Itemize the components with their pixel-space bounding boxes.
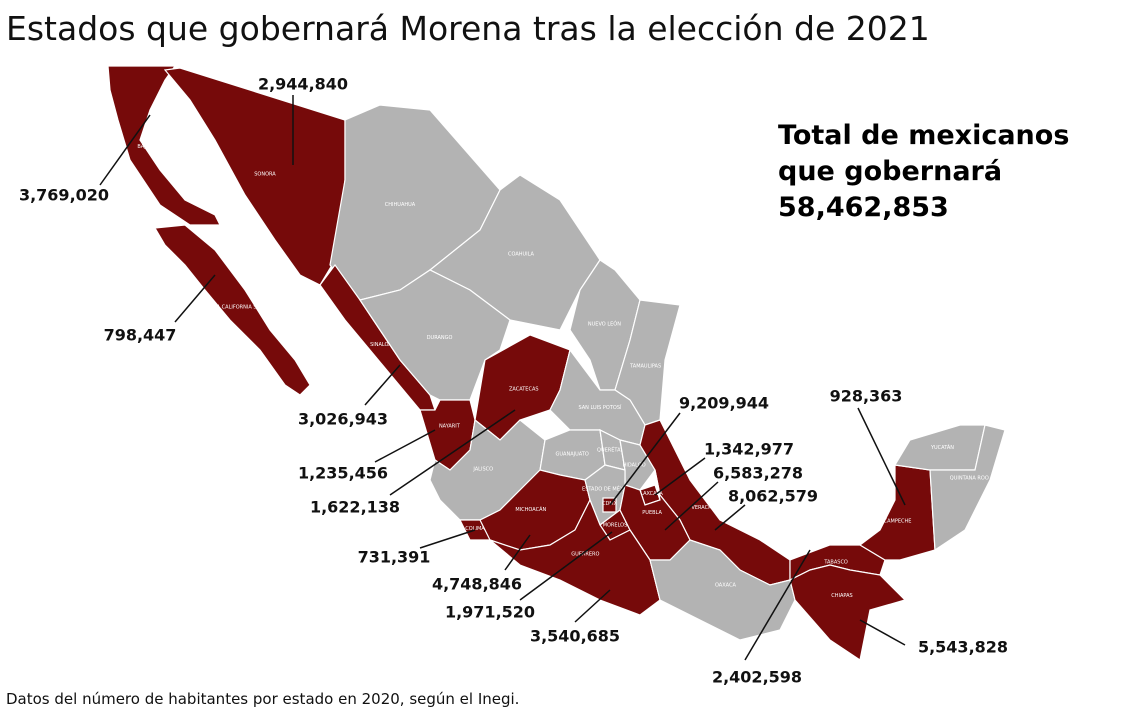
labels: 3,769,020 798,447 2,944,840 3,026,943 1,622,… [19, 75, 1008, 687]
state-name: SAN LUIS POTOSÍ [578, 404, 622, 411]
state-name: TAMAULIPAS [629, 364, 661, 370]
state [163, 67, 346, 286]
state-name: BAJA CALIFORNIA SUR [208, 304, 264, 310]
state-name: GUANAJUATO [556, 452, 589, 458]
leader-line [504, 534, 531, 571]
population-label: 1,342,977 [704, 440, 794, 459]
title: Estados que gobernará Morena tras la ele… [6, 9, 930, 48]
state-name: CHIHUAHUA [385, 202, 416, 208]
state-name: COLIMA [465, 526, 485, 532]
state-name: OAXACA [715, 582, 737, 588]
state-name: NAYARIT [439, 424, 461, 430]
leader-line [857, 407, 906, 506]
state [929, 424, 1006, 552]
population-label: 5,543,828 [918, 638, 1008, 657]
leader-line [664, 481, 719, 531]
population-label: 2,402,598 [712, 668, 802, 687]
state-name: CHIAPAS [831, 593, 852, 599]
population-label: 9,209,944 [679, 394, 769, 413]
leader-line [744, 549, 811, 661]
state-name: QUINTANA ROO [950, 475, 989, 481]
state-name: QUERÉTARO [597, 445, 628, 453]
state-name: JALISCO [472, 467, 493, 473]
population-label: 3,769,020 [19, 186, 109, 205]
state-name: MORELOS [603, 522, 628, 528]
population-label: 3,540,685 [530, 627, 620, 646]
population-label: 798,447 [104, 326, 177, 345]
leader-line [714, 504, 746, 531]
state [489, 498, 661, 616]
population-label: 2,944,840 [258, 75, 348, 94]
population-label: 1,235,456 [298, 464, 388, 483]
state [154, 224, 311, 396]
total-line: Total de mexicanos [778, 120, 1069, 151]
state-name: ZACATECAS [509, 387, 539, 393]
state-name: TLAXCALA [636, 491, 663, 497]
state-name: YUCATÁN [930, 444, 954, 451]
state-name: DURANGO [427, 335, 453, 341]
leader-line [99, 114, 151, 186]
population-label: 928,363 [830, 387, 903, 406]
leader-line [374, 429, 436, 463]
state [789, 564, 907, 661]
population-label: 6,583,278 [713, 464, 803, 483]
leader-line [609, 412, 681, 506]
state-name: SINALOA [370, 342, 392, 348]
state-name: HIDALGO [623, 463, 646, 469]
state-name: NUEVO LEÓN [588, 321, 621, 328]
state-name: TABASCO [823, 559, 848, 565]
leader-line [364, 364, 401, 406]
state-name: SONORA [254, 172, 276, 178]
state-name: BAJA CALIFORNIA [137, 144, 181, 150]
state-name: VERACRUZ [691, 505, 719, 511]
population-label: 731,391 [358, 548, 431, 567]
population-label: 1,971,520 [445, 603, 535, 622]
population-label: 4,748,846 [432, 575, 522, 594]
state-name: GUERRERO [571, 552, 599, 558]
footnote: Datos del número de habitantes por estad… [6, 690, 519, 708]
state-name: MICHOACÁN [515, 506, 546, 513]
population-label: 8,062,579 [728, 487, 818, 506]
state-name: COAHUILA [508, 252, 535, 258]
leader-line [419, 529, 476, 549]
leader-line [654, 457, 706, 496]
leader-line [574, 589, 611, 623]
total-value: 58,462,853 [778, 192, 949, 223]
state [319, 263, 436, 411]
leader-line [389, 409, 516, 496]
state-name: CAMPECHE [884, 519, 912, 525]
state [107, 65, 221, 226]
leader-line [519, 531, 613, 601]
leader-line [174, 274, 216, 323]
total-line: que gobernará [778, 156, 1002, 187]
population-label: 1,622,138 [310, 498, 400, 517]
state-name: ESTADO DE MÉXICO [582, 485, 632, 493]
state [858, 464, 936, 561]
map: BAJA CALIFORNIA BAJA CALIFORNIA SUR SONORA… [107, 65, 1006, 661]
state-name: CDMX [602, 501, 618, 507]
leader-line [859, 619, 906, 646]
population-label: 3,026,943 [298, 410, 388, 429]
state-name: PUEBLA [642, 510, 662, 516]
